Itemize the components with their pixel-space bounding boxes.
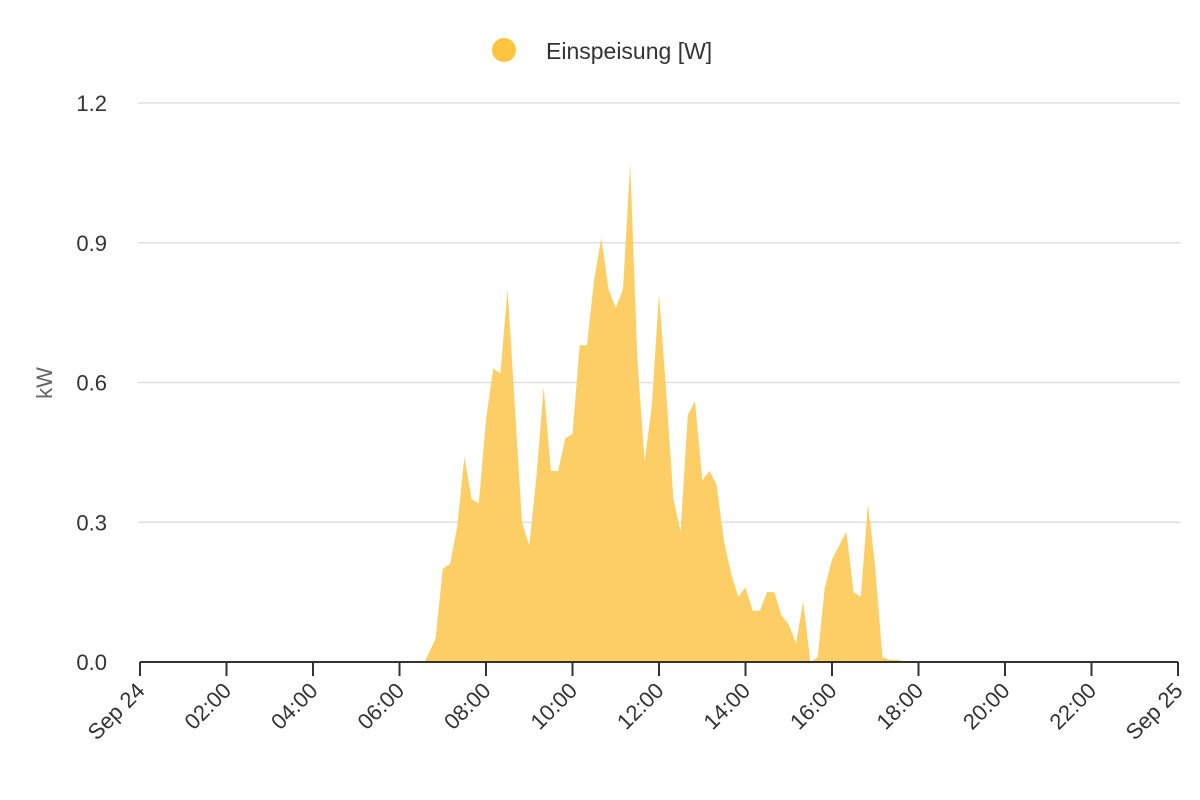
x-axis: Sep 24 02:00 04:00 06:00 08:00 10:00 12:00 14:0… xyxy=(83,661,1188,745)
x-tick-label: Sep 24 xyxy=(83,678,150,745)
plot-area xyxy=(424,163,908,662)
legend-marker xyxy=(492,38,516,62)
y-tick-label: 0.9 xyxy=(76,231,107,256)
x-tick-label: 02:00 xyxy=(179,678,236,735)
x-tick-label: 22:00 xyxy=(1044,678,1101,735)
x-tick-label: 04:00 xyxy=(266,678,323,735)
x-tick-label: 12:00 xyxy=(612,678,669,735)
y-tick-label: 0.0 xyxy=(76,650,107,675)
x-tick-label: 08:00 xyxy=(439,678,496,735)
area-series-einspeisung xyxy=(424,163,908,662)
legend-label: Einspeisung [W] xyxy=(546,38,712,64)
y-tick-label: 0.3 xyxy=(76,510,107,535)
y-axis-label: kW xyxy=(32,367,57,399)
y-tick-label: 0.6 xyxy=(76,371,107,396)
y-tick-label: 1.2 xyxy=(76,91,107,116)
x-tick-label: 06:00 xyxy=(352,678,409,735)
x-tick-label: 10:00 xyxy=(525,678,582,735)
y-axis-ticks: 0.0 0.3 0.6 0.9 1.2 xyxy=(76,91,107,675)
x-tick-label: 14:00 xyxy=(698,678,755,735)
legend[interactable]: Einspeisung [W] xyxy=(492,38,712,64)
x-tick-label: 18:00 xyxy=(871,678,928,735)
x-tick-label: Sep 25 xyxy=(1121,678,1188,745)
x-tick-label: 20:00 xyxy=(958,678,1015,735)
x-tick-label: 16:00 xyxy=(785,678,842,735)
